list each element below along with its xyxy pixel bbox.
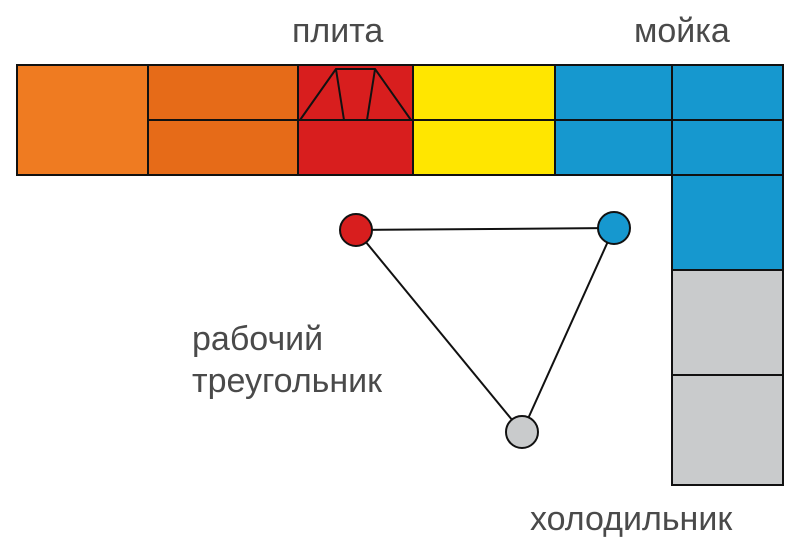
module-top-0 xyxy=(17,65,148,175)
label-sink: мойка xyxy=(634,12,730,51)
label-working-triangle-line1: рабочий xyxy=(192,320,323,359)
label-fridge: холодильник xyxy=(530,500,732,539)
module-right-2 xyxy=(672,375,783,485)
label-stove: плита xyxy=(292,12,383,51)
label-working-triangle-line2: треугольник xyxy=(192,362,382,401)
triangle-edge-1 xyxy=(522,228,614,432)
module-right-1 xyxy=(672,270,783,375)
triangle-edge-2 xyxy=(356,230,522,432)
module-right-0 xyxy=(672,175,783,270)
triangle-edge-0 xyxy=(356,228,614,230)
triangle-node-fridge xyxy=(506,416,538,448)
triangle-node-sink xyxy=(598,212,630,244)
kitchen-layout-diagram xyxy=(0,0,800,556)
triangle-node-stove xyxy=(340,214,372,246)
